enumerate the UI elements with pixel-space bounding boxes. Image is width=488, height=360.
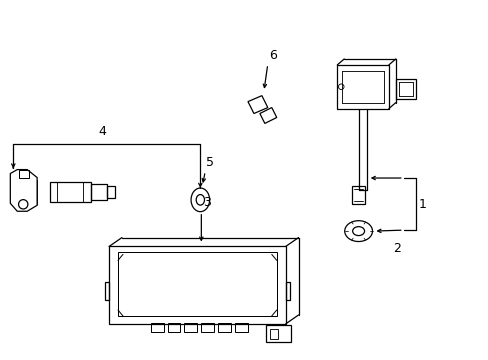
Bar — [19, 170, 29, 177]
Text: 4: 4 — [98, 125, 105, 138]
Text: 5: 5 — [206, 156, 214, 169]
Bar — [91, 184, 107, 200]
Bar — [167, 323, 180, 332]
Text: 2: 2 — [392, 242, 400, 255]
Text: 6: 6 — [268, 49, 276, 62]
Bar — [218, 323, 231, 332]
Text: 3: 3 — [203, 196, 211, 209]
Bar — [337, 65, 388, 109]
Text: 1: 1 — [418, 198, 426, 211]
Bar — [285, 282, 289, 300]
Bar — [265, 325, 290, 342]
Bar — [104, 282, 109, 300]
Bar — [118, 252, 276, 316]
Bar — [201, 323, 214, 332]
Bar — [109, 247, 285, 324]
Bar — [395, 79, 415, 99]
Bar — [235, 323, 247, 332]
Bar — [184, 323, 197, 332]
Bar — [351, 186, 364, 204]
Bar — [269, 329, 277, 339]
Bar — [107, 186, 115, 198]
Bar — [150, 323, 163, 332]
Bar — [49, 182, 91, 202]
